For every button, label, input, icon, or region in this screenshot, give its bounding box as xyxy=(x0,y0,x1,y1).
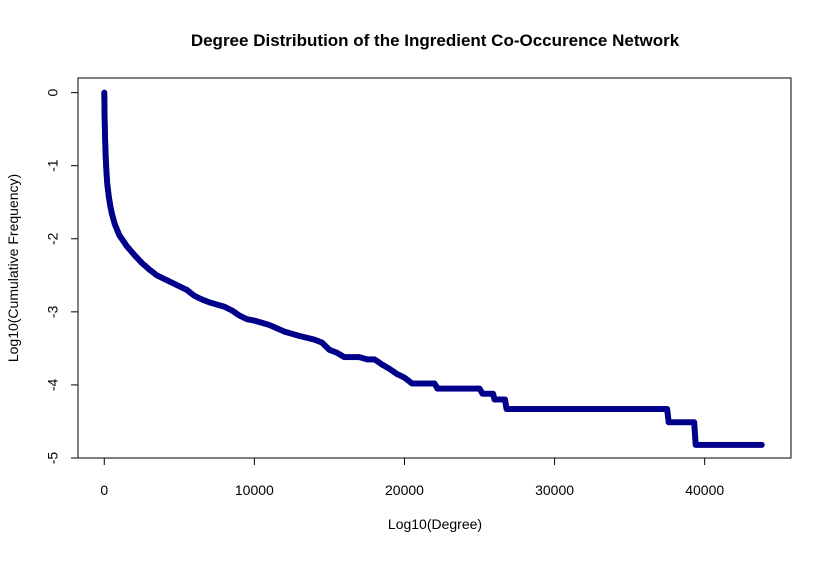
y-tick-label: -1 xyxy=(45,159,61,172)
x-axis-label: Log10(Degree) xyxy=(388,516,482,532)
y-tick-label: -2 xyxy=(45,232,61,245)
y-tick-label: 0 xyxy=(45,89,61,97)
y-tick-label: -3 xyxy=(45,305,61,318)
y-tick-label: -5 xyxy=(45,452,61,465)
x-tick-label: 20000 xyxy=(385,482,424,498)
x-tick-label: 0 xyxy=(100,482,108,498)
x-tick-label: 30000 xyxy=(535,482,574,498)
x-axis: 0 10000 20000 30000 40000 xyxy=(100,457,724,498)
y-axis: 0 -1 -2 -3 -4 -5 xyxy=(45,89,79,465)
data-points xyxy=(101,89,765,448)
chart-title: Degree Distribution of the Ingredient Co… xyxy=(191,31,680,50)
plot-frame xyxy=(77,77,792,459)
y-axis-label: Log10(Cumulative Frequency) xyxy=(5,174,21,362)
x-tick-label: 10000 xyxy=(235,482,274,498)
x-tick-label: 40000 xyxy=(685,482,724,498)
y-tick-label: -4 xyxy=(45,378,61,391)
data-point xyxy=(758,441,765,448)
